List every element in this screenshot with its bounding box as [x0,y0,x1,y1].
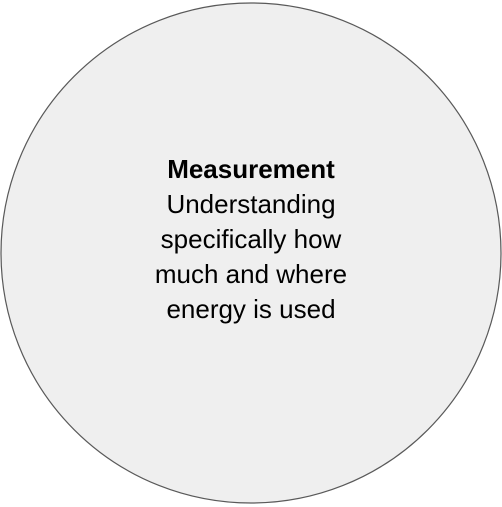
description-line: much and where [155,259,347,289]
description: Understanding specifically how much and wh… [155,189,347,324]
description-line: energy is used [166,294,335,324]
title: Measurement [167,154,335,184]
description-line: specifically how [161,224,342,254]
description-line: Understanding [166,189,335,219]
